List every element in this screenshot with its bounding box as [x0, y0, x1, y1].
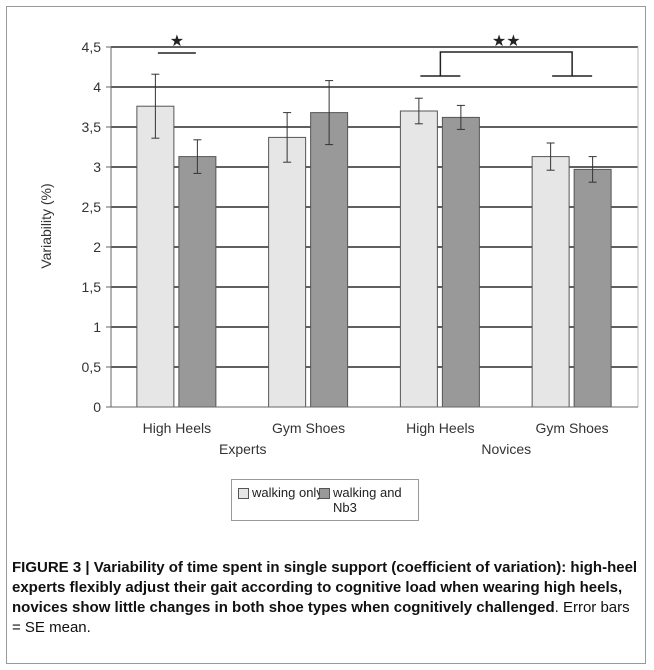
legend-item-walking-and-nb3: walking and Nb3 [319, 485, 414, 515]
legend: walking only walking and Nb3 [231, 479, 419, 521]
legend-swatch-walking-and-nb3 [319, 488, 330, 499]
legend-item-walking-only: walking only [238, 485, 323, 500]
bar [136, 105, 175, 408]
significance-star: ★ [170, 31, 184, 50]
x-category-label: Gym Shoes [536, 420, 609, 436]
bar [310, 112, 349, 408]
x-group-label: Novices [481, 441, 531, 457]
significance-stars: ★★ [492, 31, 521, 50]
x-category-label: High Heels [143, 420, 211, 436]
x-group-label: Experts [219, 441, 266, 457]
annotations: ★ ★★ [157, 31, 593, 77]
bar [178, 156, 217, 408]
y-tick-label: 2,5 [82, 199, 102, 215]
x-category-label: Gym Shoes [272, 420, 345, 436]
caption-normal-text: . Error bars = SE mean. [12, 599, 630, 636]
y-tick-label: 4,5 [82, 39, 102, 55]
y-tick-label: 1,5 [82, 279, 102, 295]
y-tick-label: 0,5 [82, 359, 102, 375]
y-axis-title: Variability (%) [38, 183, 54, 268]
significance-bracket [420, 51, 593, 77]
y-tick-label: 3,5 [82, 119, 102, 135]
legend-swatch-walking-only [238, 488, 249, 499]
y-tick-label: 4 [93, 79, 101, 95]
bar [399, 110, 438, 408]
bar [441, 116, 480, 408]
y-tick-label: 2 [93, 239, 101, 255]
bars [136, 105, 612, 408]
caption-bold-text: FIGURE 3 | Variability of time spent in … [12, 559, 638, 616]
y-tick-label: 3 [93, 159, 101, 175]
x-category-label: High Heels [406, 420, 474, 436]
legend-label-walking-only: walking only [252, 485, 323, 500]
bar-chart: 0 0,5 1 1,5 2 2,5 3 3,5 4 4,5 High Heels Gym Shoes H… [38, 31, 639, 457]
axes: 0 0,5 1 1,5 2 2,5 3 3,5 4 4,5 High Heels Gym Shoes H… [82, 39, 639, 457]
bar [573, 168, 612, 408]
bar [268, 136, 307, 408]
y-tick-label: 1 [93, 319, 101, 335]
legend-label-walking-and-nb3: walking and Nb3 [333, 485, 402, 515]
bar [531, 156, 570, 408]
y-tick-label: 0 [93, 399, 101, 415]
figure-caption: FIGURE 3 | Variability of time spent in … [12, 558, 642, 638]
error-bars [151, 73, 597, 183]
